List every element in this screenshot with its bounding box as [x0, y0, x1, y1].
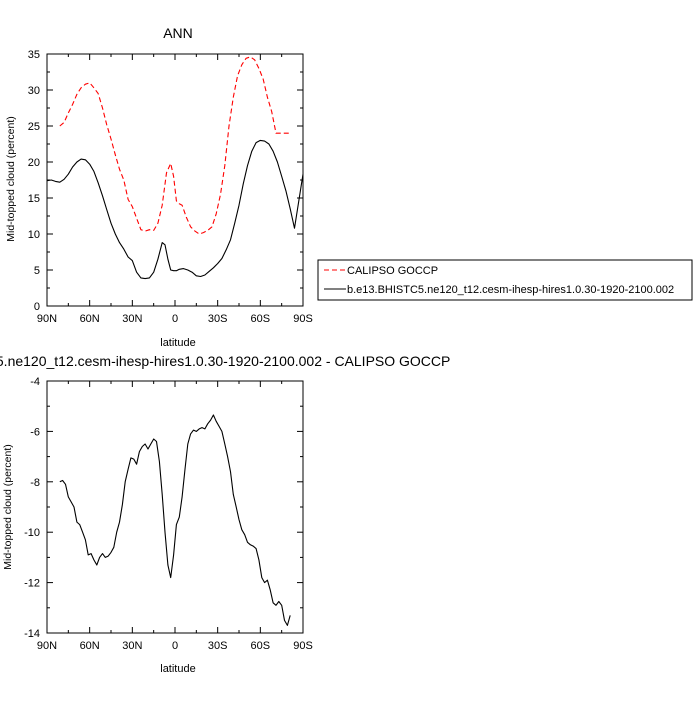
top-x-tick-label: 60N — [80, 313, 100, 325]
legend-label-model: b.e13.BHISTC5.ne120_t12.cesm-ihesp-hires… — [347, 284, 674, 296]
bottom-x-tick-label: 30N — [122, 640, 142, 652]
bottom-x-axis-label: latitude — [160, 663, 195, 675]
top-y-tick-label: 5 — [34, 265, 40, 277]
bottom-y-tick-label: -4 — [30, 376, 40, 388]
top-y-tick-label: 0 — [34, 301, 40, 313]
bottom-x-tick-label: 0 — [172, 640, 178, 652]
top-x-tick-label: 0 — [172, 313, 178, 325]
top-series-line-2 — [46, 139, 304, 280]
top-panel: ANN Mid-topped cloud (percent) latitude … — [5, 25, 313, 349]
bottom-series-line-1 — [59, 414, 291, 626]
bottom-x-tick-label: 90N — [37, 640, 57, 652]
bottom-y-axis-label: Mid-topped cloud (percent) — [2, 444, 14, 569]
top-x-tick-label: 30S — [208, 313, 228, 325]
top-chart-title: ANN — [163, 25, 193, 41]
top-x-tick-label: 30N — [122, 313, 142, 325]
bottom-x-tick-label: 90S — [293, 640, 313, 652]
bottom-axes-frame — [46, 380, 304, 634]
top-x-tick-label: 90S — [293, 313, 313, 325]
legend-box — [317, 259, 693, 301]
top-axes-frame — [46, 53, 304, 307]
top-y-tick-label: 30 — [28, 85, 40, 97]
top-y-tick-label: 15 — [28, 193, 40, 205]
top-x-axis-label: latitude — [160, 337, 195, 349]
bottom-plot-area: 90N 60N 30N 0 30S 60S 90S -14 -12 -10 -8 -6 -4 — [24, 376, 313, 652]
bottom-y-tick-label: -8 — [30, 477, 40, 489]
legend-label-calipso: CALIPSO GOCCP — [347, 265, 438, 277]
top-y-axis-label: Mid-topped cloud (percent) — [5, 116, 17, 241]
top-x-tick-label: 60S — [251, 313, 271, 325]
top-plot-area: 90N 60N 30N 0 30S 60S 90S 0 5 10 15 20 25 30 35 — [28, 49, 313, 325]
bottom-y-tick-label: -6 — [30, 426, 40, 438]
bottom-x-tick-label: 60N — [80, 640, 100, 652]
top-y-tick-label: 25 — [28, 121, 40, 133]
bottom-x-tick-label: 60S — [251, 640, 271, 652]
bottom-chart-title: b.e13.BHISTC5.ne120_t12.cesm-ihesp-hires… — [0, 353, 450, 369]
bottom-y-tick-label: -14 — [24, 628, 40, 640]
bottom-panel: b.e13.BHISTC5.ne120_t12.cesm-ihesp-hires… — [0, 353, 450, 675]
top-x-tick-label: 90N — [37, 313, 57, 325]
bottom-x-tick-label: 30S — [208, 640, 228, 652]
legend: CALIPSO GOCCP b.e13.BHISTC5.ne120_t12.ce… — [317, 259, 693, 301]
bottom-y-tick-label: -12 — [24, 578, 40, 590]
top-y-tick-label: 20 — [28, 157, 40, 169]
top-y-tick-label: 10 — [28, 229, 40, 241]
bottom-y-tick-label: -10 — [24, 527, 40, 539]
top-y-tick-label: 35 — [28, 49, 40, 61]
